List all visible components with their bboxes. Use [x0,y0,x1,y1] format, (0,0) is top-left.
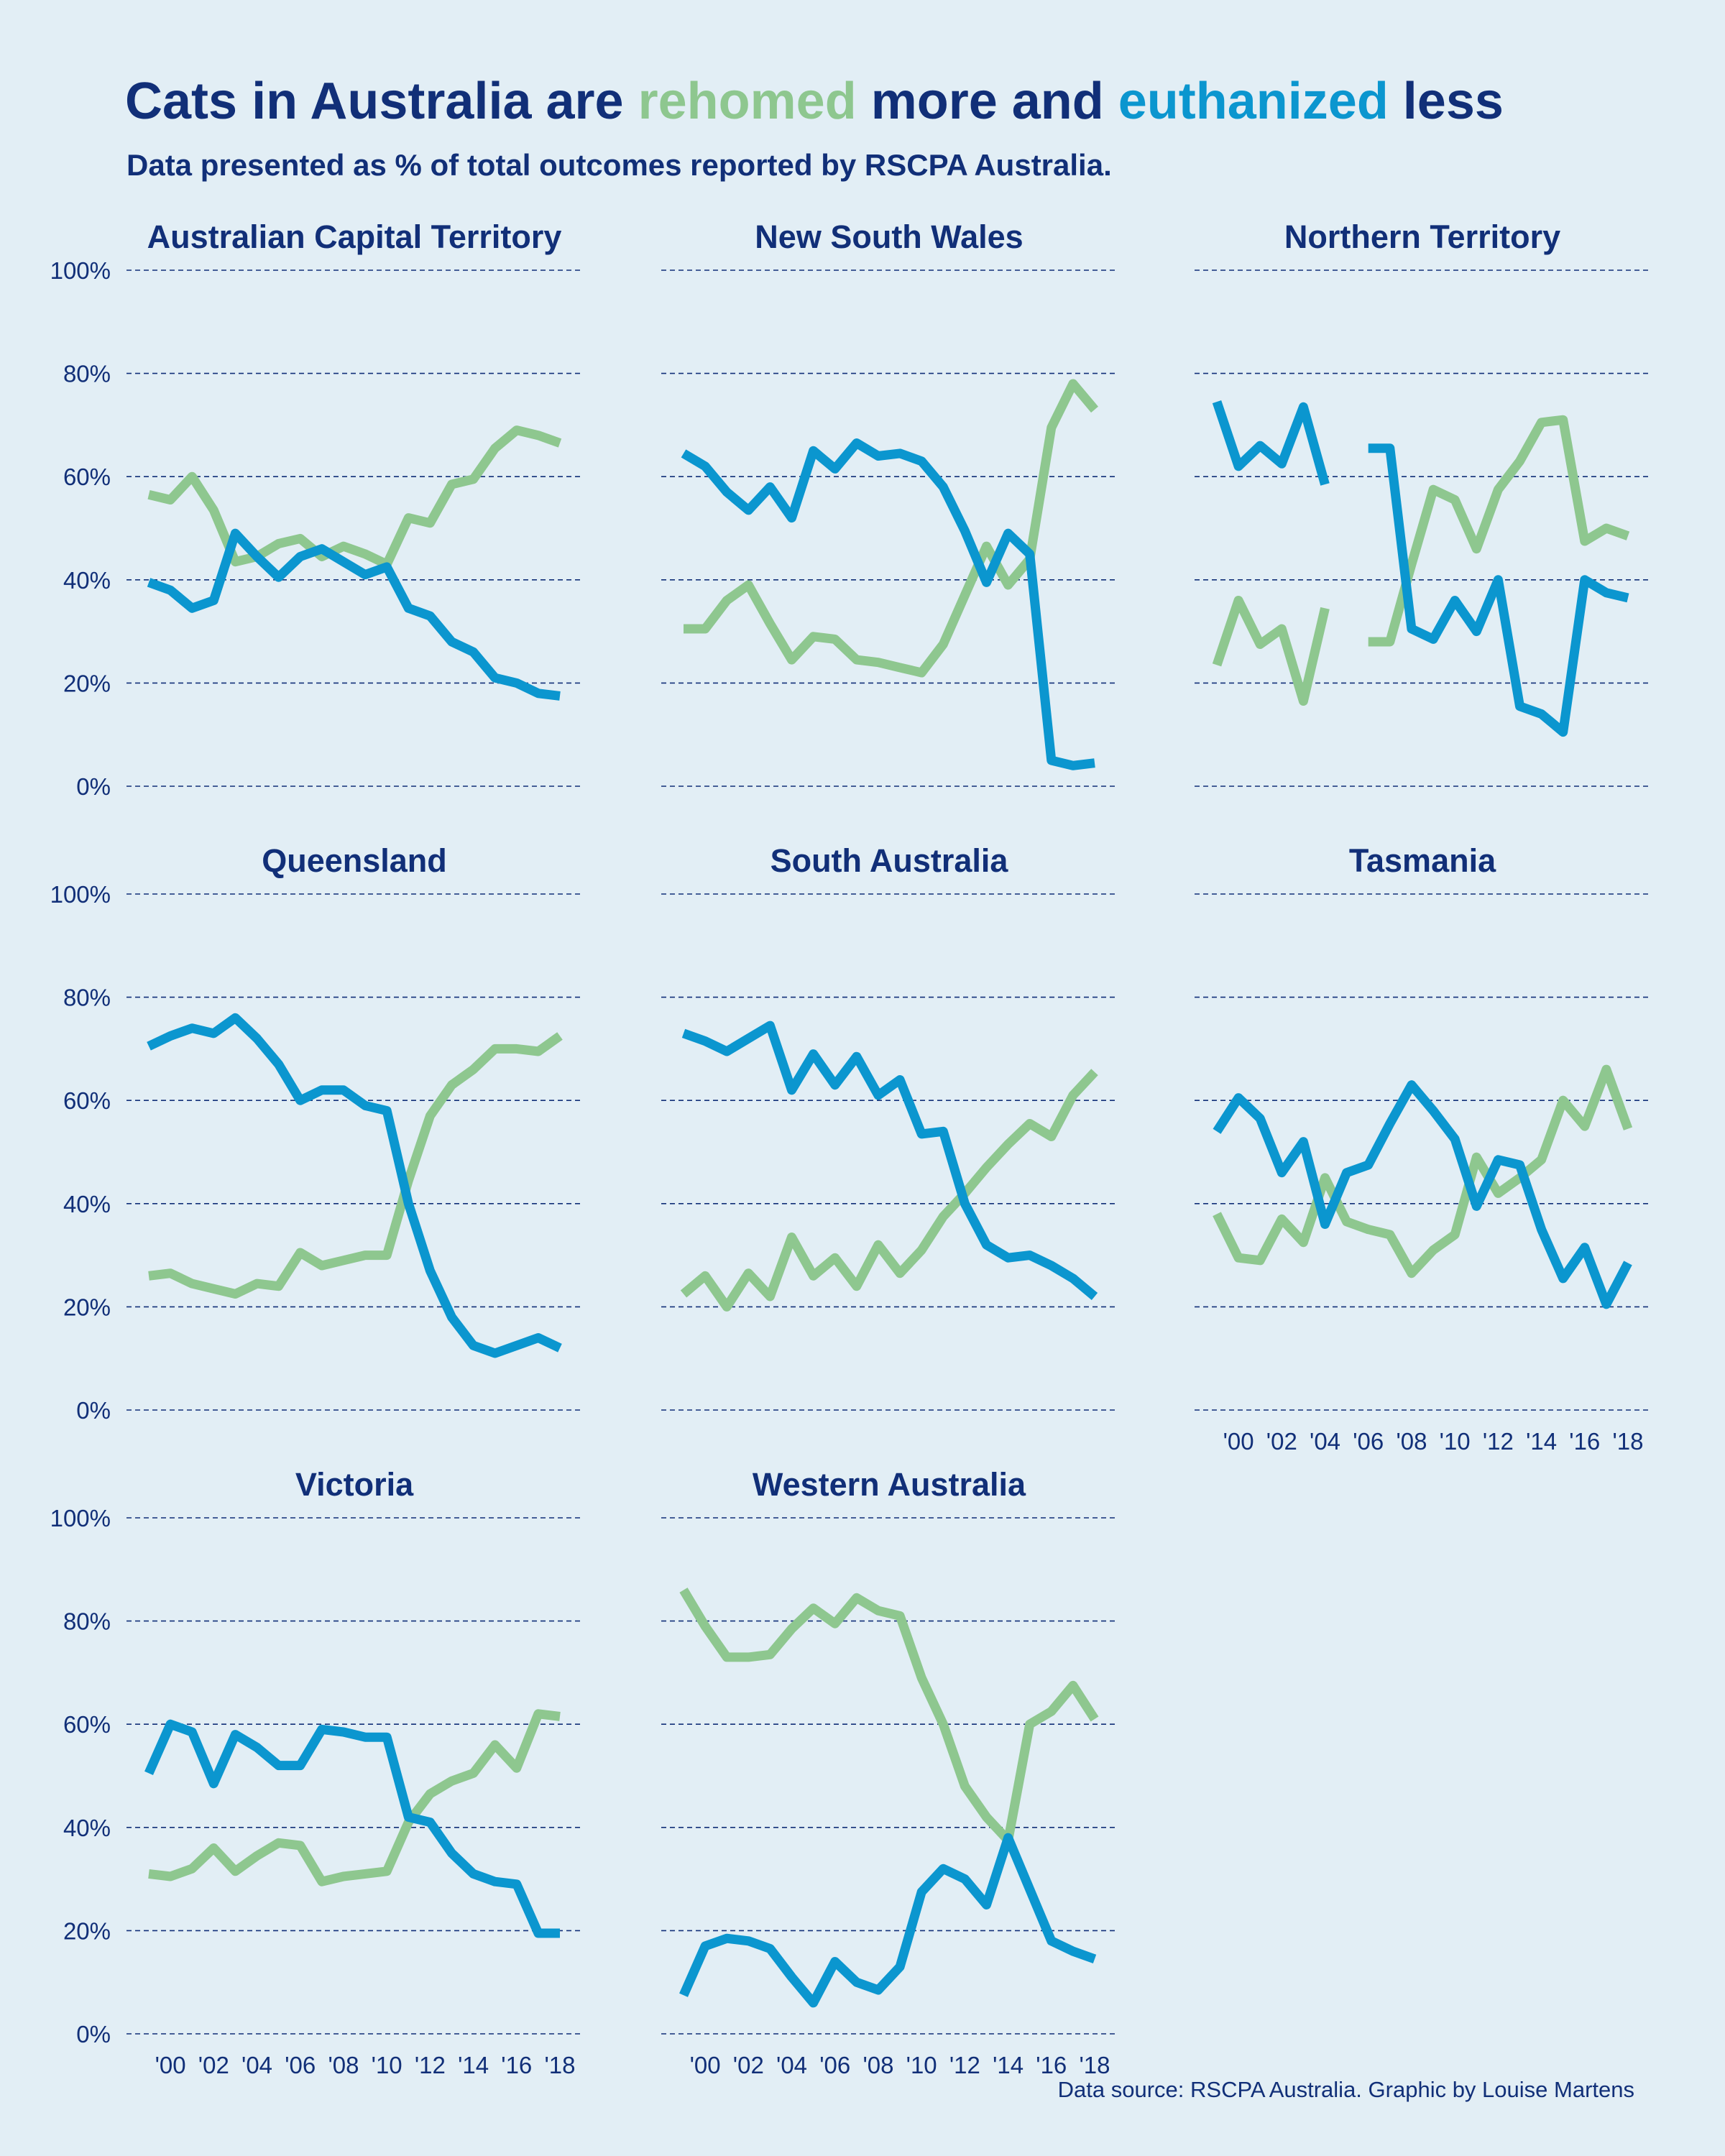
y-tick-label: 40% [63,1191,111,1217]
x-tick-label: '06 [285,2052,316,2078]
x-tick-label: '08 [1396,1428,1427,1455]
x-tick-label: '18 [1612,1428,1643,1455]
x-tick-label: '10 [906,2052,937,2078]
x-tick-label: '00 [155,2052,186,2078]
panel-tasmania: Tasmania '00 '02 '04 '06 '08 '10 '12 '14 '16 '18 [1195,842,1650,1455]
y-tick-label: 20% [63,670,111,696]
euthanized-line [1212,400,1629,737]
title-euthanized-word: euthanized [1118,73,1389,130]
panel-western-australia: Western Australia '00 '02 '04 '06 '08 '10 '12 '1… [661,1466,1117,2078]
panel-australian-capital-territory: 0% 20% 40% 60% 80% 100% Australian Capital Ter… [50,218,582,800]
panel-victoria: 0% 20% 40% 60% 80% 100% Victoria '00 '02 '04 '06 '0… [50,1466,582,2078]
panel-northern-territory: Northern Territory [1195,218,1650,787]
x-tick-label: '16 [501,2052,532,2078]
rehomed-line [147,425,562,569]
panel-title: Queensland [262,842,447,879]
title-rehomed-word: rehomed [638,73,857,130]
x-tick-label: '12 [1483,1428,1514,1455]
euthanized-line [681,438,1095,770]
title-part-2: more and [856,73,1118,130]
rehomed-line [148,1709,561,1886]
x-tick-label: '00 [690,2052,721,2078]
x-tick-label: '12 [949,2052,980,2078]
x-tick-label: '10 [1440,1428,1471,1455]
x-tick-label: '06 [1353,1428,1384,1455]
x-tick-label: '14 [1526,1428,1557,1455]
x-tick-label: '04 [1310,1428,1340,1455]
x-tick-label: '06 [819,2052,850,2078]
title-part-1: Cats in Australia are [125,73,638,130]
x-tick-label: '04 [242,2052,272,2078]
euthanized-line [679,1833,1097,2008]
x-tick-label: '18 [1079,2052,1110,2078]
x-tick-label: '14 [993,2052,1024,2078]
x-tick-label: '00 [1223,1428,1254,1455]
x-tick-label: '02 [198,2052,229,2078]
x-tick-label: '02 [1266,1428,1297,1455]
y-tick-label: 0% [76,1397,111,1424]
rehomed-line [148,1032,563,1299]
chart-subtitle: Data presented as % of total outcomes re… [126,148,1112,182]
x-tick-label: '10 [372,2052,402,2078]
x-tick-label: '04 [776,2052,807,2078]
x-tick-label: '14 [458,2052,489,2078]
y-tick-label: 100% [50,257,111,284]
rehomed-line [679,1588,1099,1846]
euthanized-line [681,1021,1098,1300]
euthanized-line [147,1013,562,1358]
y-tick-label: 60% [63,464,111,490]
y-tick-label: 40% [63,1815,111,1841]
panel-title: South Australia [770,842,1009,879]
y-tick-label: 20% [63,1294,111,1320]
panel-title: Australian Capital Territory [147,218,562,255]
y-tick-label: 0% [76,773,111,800]
rehomed-line [1212,415,1630,706]
panel-south-australia: South Australia [661,842,1117,1411]
x-tick-label: '02 [733,2052,764,2078]
euthanized-line [147,528,561,701]
y-tick-label: 80% [63,361,111,387]
panel-title: Western Australia [753,1466,1026,1503]
x-tick-label: '08 [862,2052,893,2078]
rehomed-line [680,1069,1098,1312]
panel-title: New South Wales [755,218,1023,255]
panel-queensland: 0% 20% 40% 60% 80% 100% Queensland [50,842,582,1424]
y-tick-label: 100% [50,1505,111,1531]
title-part-3: less [1388,73,1504,130]
rehomed-line [1213,1064,1633,1279]
y-tick-label: 20% [63,1917,111,1944]
y-tick-label: 100% [50,881,111,908]
panel-title: Victoria [295,1466,414,1503]
panel-title: Tasmania [1349,842,1496,879]
source-note: Data source: RSCPA Australia. Graphic by… [1057,2077,1634,2102]
x-tick-label: '08 [328,2052,359,2078]
x-tick-label: '12 [415,2052,446,2078]
euthanized-line [144,1719,560,1938]
euthanized-line [1213,1080,1632,1309]
x-tick-label: '16 [1036,2052,1067,2078]
y-tick-label: 0% [76,2021,111,2047]
panel-title: Northern Territory [1284,218,1560,255]
x-tick-label: '16 [1569,1428,1600,1455]
x-tick-label: '18 [544,2052,575,2078]
y-tick-label: 60% [63,1087,111,1114]
y-tick-label: 80% [63,985,111,1011]
y-tick-label: 60% [63,1711,111,1738]
y-tick-label: 40% [63,567,111,594]
y-tick-label: 80% [63,1608,111,1635]
panel-new-south-wales: New South Wales [661,218,1117,787]
chart-title: Cats in Australia are rehomed more and e… [125,72,1504,131]
